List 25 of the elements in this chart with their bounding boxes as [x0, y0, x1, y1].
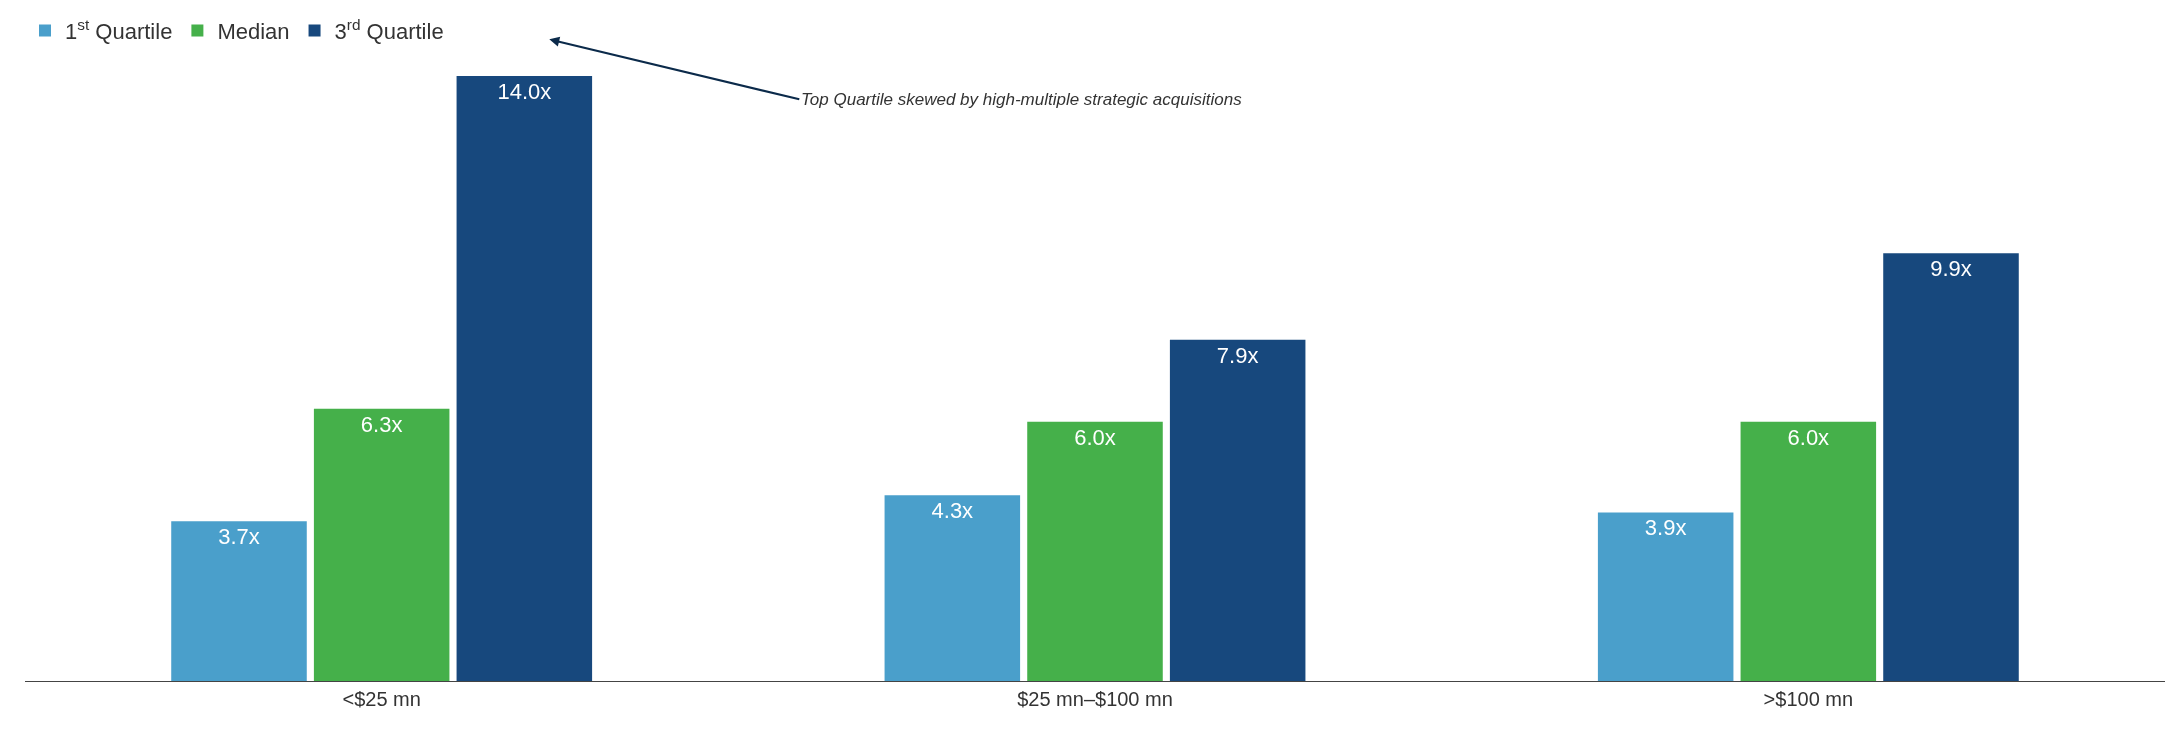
data-label: 3.7x: [218, 524, 260, 550]
bar: [1027, 421, 1163, 681]
data-label: 6.0x: [1074, 424, 1116, 450]
data-label: 7.9x: [1216, 342, 1259, 368]
annotation: Top Quartile skewed by high-multiple strategic acquisitions: [801, 90, 1243, 109]
bar: [1883, 253, 2019, 681]
data-label: 4.3x: [931, 498, 974, 524]
bar: [313, 408, 450, 681]
bar: [456, 76, 593, 681]
bar: [1597, 512, 1734, 681]
legend-label: Median: [217, 19, 290, 45]
data-label: 6.3x: [360, 411, 403, 437]
legend-label: 3$^{rd}$ Quartile: [334, 15, 444, 45]
bar: [171, 521, 307, 681]
data-label: 14.0x: [497, 79, 552, 105]
x-tick-label: <$25 mn: [342, 688, 421, 710]
bar: [1169, 339, 1306, 681]
data-label: 6.0x: [1787, 424, 1830, 450]
data-label: 3.9x: [1644, 515, 1687, 541]
x-tick-label: $25 mn–$100 mn: [1017, 688, 1173, 710]
bar: [1740, 421, 1877, 681]
x-tick-label: >$100 mn: [1763, 688, 1854, 710]
bar: [884, 495, 1021, 681]
data-label: 9.9x: [1930, 256, 1972, 282]
legend-label: 1$^{st}$ Quartile: [65, 15, 173, 45]
